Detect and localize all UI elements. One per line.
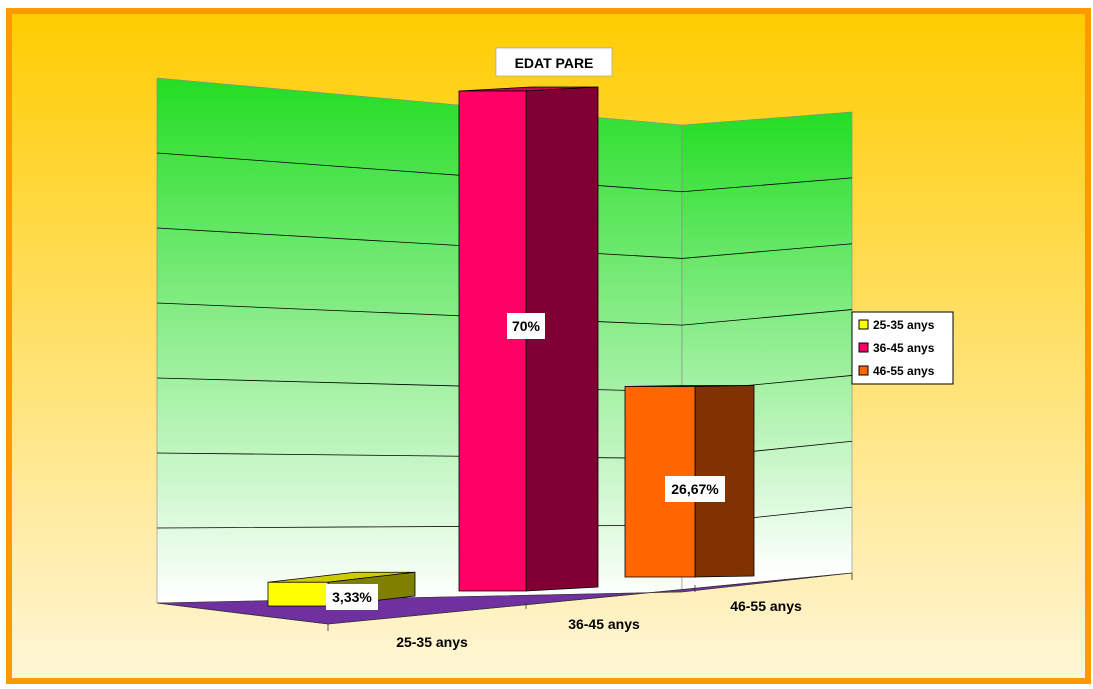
legend-swatch	[858, 342, 869, 353]
x-tick-label: 25-35 anys	[396, 634, 468, 650]
axis-line	[327, 572, 853, 625]
gridline	[156, 302, 853, 326]
legend-swatch	[858, 319, 869, 330]
axis-line	[156, 602, 329, 625]
data-labels: 3,33% 70% 26,67%	[326, 313, 725, 610]
chart-title-box: EDAT PARE	[495, 47, 613, 77]
x-axis	[156, 572, 853, 631]
bars	[267, 86, 755, 607]
legend-label: 46-55 anys	[873, 364, 935, 378]
chart-frame	[6, 8, 1091, 684]
x-tick-labels: 25-35 anys 36-45 anys 46-55 anys	[396, 598, 802, 650]
legend: 25-35 anys 36-45 anys 46-55 anys	[851, 311, 954, 385]
legend-swatch	[858, 365, 869, 376]
bar	[624, 386, 696, 578]
legend-box	[851, 311, 954, 385]
gridline	[156, 152, 853, 193]
bar	[458, 90, 527, 592]
data-label: 3,33%	[332, 589, 372, 605]
x-tick-label: 36-45 anys	[568, 616, 640, 632]
gridline	[156, 227, 853, 259]
data-label: 26,67%	[671, 481, 719, 497]
bar	[267, 581, 329, 607]
legend-label: 36-45 anys	[873, 341, 935, 355]
legend-label: 25-35 anys	[873, 318, 935, 332]
data-label-box	[665, 476, 725, 502]
chart-title: EDAT PARE	[515, 55, 594, 71]
data-label-box	[507, 313, 545, 339]
data-label: 70%	[512, 318, 541, 334]
back-wall	[156, 77, 683, 604]
x-tick-label: 46-55 anys	[730, 598, 802, 614]
data-label-box	[326, 584, 378, 610]
